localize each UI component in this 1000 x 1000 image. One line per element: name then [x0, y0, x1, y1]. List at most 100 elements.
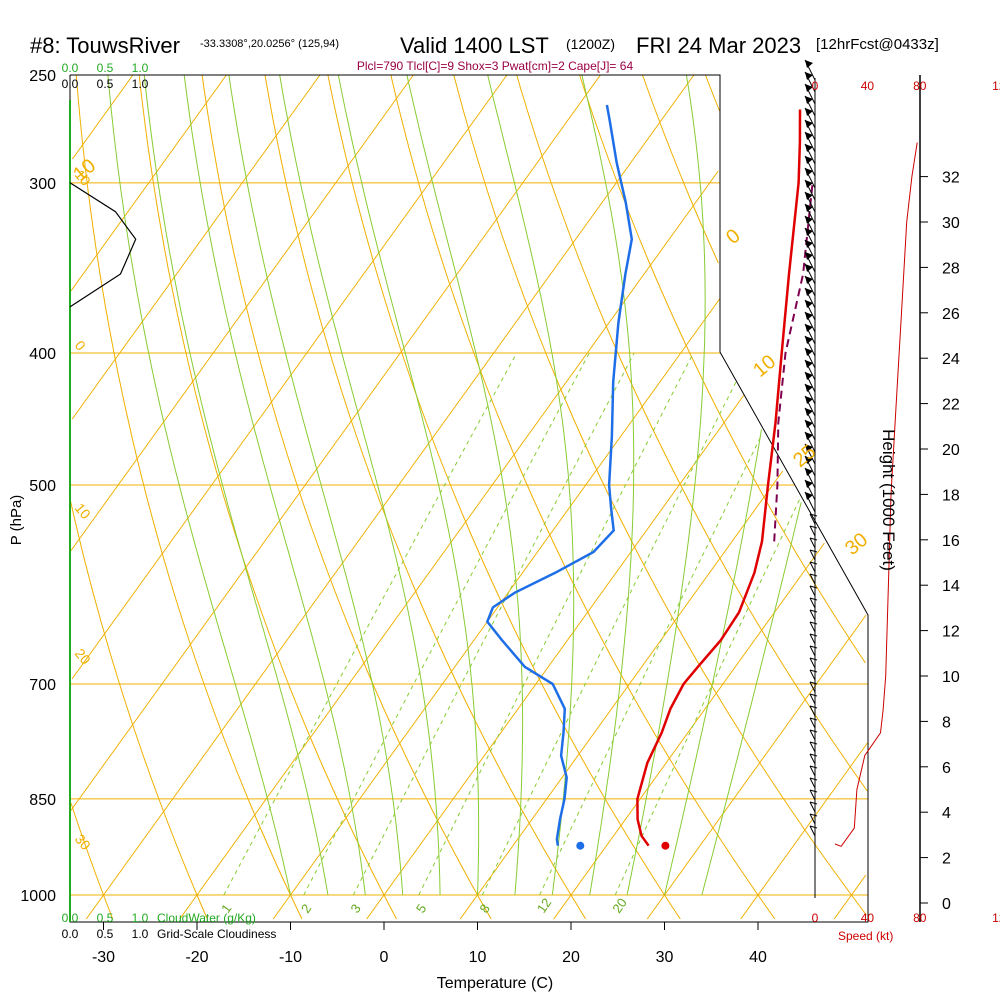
- wind-barb-staff: [809, 729, 816, 741]
- speed-tick-label: 120: [992, 911, 1000, 925]
- wind-barb: [809, 681, 818, 693]
- mixing-ratio-label: 8: [476, 901, 492, 916]
- wind-barb-staff: [809, 645, 816, 657]
- moist-adiabat-line: [279, 74, 441, 896]
- isotherm-line: [272, 298, 721, 920]
- wind-barb: [804, 191, 816, 213]
- x-tick-label: 20: [562, 949, 580, 966]
- pressure-tick-label: 1000: [20, 888, 56, 905]
- height-tick-label: 2: [942, 851, 951, 868]
- wind-barb-staff: [809, 741, 816, 753]
- wind-barb-flag: [805, 96, 813, 104]
- wind-barb-flag: [805, 468, 813, 476]
- wind-barb-feather: [809, 525, 818, 529]
- left-edge-label: 20: [72, 645, 94, 667]
- dry-adiabat-line: [75, 74, 303, 920]
- wind-barb-flag: [805, 180, 813, 188]
- wind-barb-flag: [805, 384, 813, 392]
- wind-barb: [804, 359, 816, 381]
- dry-adiabat-line: [327, 74, 681, 920]
- wind-barb: [804, 239, 816, 261]
- dry-adiabat-line: [138, 74, 397, 920]
- wind-barb-staff: [809, 597, 816, 609]
- wind-barb-flag: [805, 396, 813, 404]
- x-tick-label: 10: [469, 949, 487, 966]
- isotherm-label: 25: [789, 441, 820, 472]
- wind-barb: [804, 71, 816, 93]
- wind-barb-flag: [805, 480, 813, 488]
- wind-barb-flag: [805, 204, 813, 212]
- wind-barb: [809, 561, 818, 573]
- left-edge-label: 0: [72, 337, 89, 353]
- wind-barb: [804, 347, 816, 369]
- wind-barb-staff: [809, 753, 816, 765]
- wind-barb-staff: [809, 525, 816, 537]
- height-tick-label: 28: [942, 260, 960, 277]
- wind-barb-flag: [805, 120, 813, 128]
- wind-barb-flag: [805, 324, 813, 332]
- height-tick-label: 16: [942, 533, 960, 550]
- cloud-water-tick-bottom: 0.5: [97, 911, 114, 925]
- isotherm-line: [71, 74, 508, 680]
- grid-lines: [69, 74, 868, 920]
- wind-barb-flag: [805, 300, 813, 308]
- wind-barb-staff: [809, 777, 816, 789]
- x-tick-label: -30: [92, 949, 115, 966]
- wind-barb-feather: [809, 621, 818, 625]
- pressure-tick-label: 700: [29, 677, 56, 694]
- height-tick-label: 12: [942, 624, 960, 641]
- diagram-border: [69, 74, 869, 923]
- height-tick-label: 22: [942, 397, 960, 414]
- wind-speed-profile: [834, 142, 918, 847]
- wind-barb: [809, 645, 818, 657]
- wind-barb-feather: [809, 645, 818, 649]
- wind-barb: [804, 467, 816, 489]
- dry-adiabat-line: [453, 74, 867, 916]
- dry-adiabat-line: [264, 74, 587, 920]
- wind-barb: [809, 789, 818, 801]
- wind-barb-feather: [809, 537, 818, 541]
- wind-barb: [809, 705, 818, 717]
- wind-barb-feather: [809, 717, 818, 721]
- height-tick-label: 4: [942, 805, 951, 822]
- speed-tick-label: 80: [913, 911, 927, 925]
- wind-barb: [809, 573, 818, 585]
- wind-barb: [809, 825, 818, 837]
- cloud-water-tick-top: 0.0: [62, 61, 79, 75]
- wind-barb: [809, 513, 818, 525]
- valid-time: Valid 1400 LST: [400, 33, 549, 58]
- cloud-water-tick-bottom: 1.0: [132, 911, 149, 925]
- wind-barb: [809, 585, 818, 597]
- isotherm-line: [70, 74, 414, 552]
- x-axis: -30 -20 -10 0 10 20 30 40: [92, 922, 767, 966]
- wind-barb: [804, 455, 816, 477]
- wind-barb-staff: [809, 537, 816, 549]
- wind-barb-flag: [805, 144, 813, 152]
- wind-barb: [809, 549, 818, 561]
- wind-barb-staff: [809, 717, 816, 729]
- height-tick-label: 8: [942, 714, 951, 731]
- wind-barb-feather: [809, 681, 818, 685]
- moist-adiabat-line: [664, 429, 762, 896]
- dry-adiabat-line: [390, 74, 776, 920]
- wind-barb: [804, 251, 816, 273]
- valid-zulu: (1200Z): [566, 36, 615, 52]
- wind-barb-flag: [805, 420, 813, 428]
- cloudiness-tick-bottom: 1.0: [132, 927, 149, 941]
- wind-barb: [804, 299, 816, 321]
- wind-barb-flag: [805, 156, 813, 164]
- cloud-water-tick-bottom: 0.0: [62, 911, 79, 925]
- speed-tick-label: 120: [992, 79, 1000, 93]
- wind-barb: [809, 657, 818, 669]
- wind-barb-flag: [805, 408, 813, 416]
- wind-barb-feather: [809, 573, 818, 577]
- wind-barb-flag: [805, 192, 813, 200]
- wind-barb-feather: [809, 801, 818, 805]
- pressure-tick-label: 850: [29, 792, 56, 809]
- wind-barb-flag: [805, 264, 813, 272]
- cloudiness-tick-top: 0.0: [62, 77, 79, 91]
- moist-adiabat-line: [183, 74, 366, 896]
- wind-barb-staff: [809, 561, 816, 573]
- speed-tick-label: 40: [861, 79, 875, 93]
